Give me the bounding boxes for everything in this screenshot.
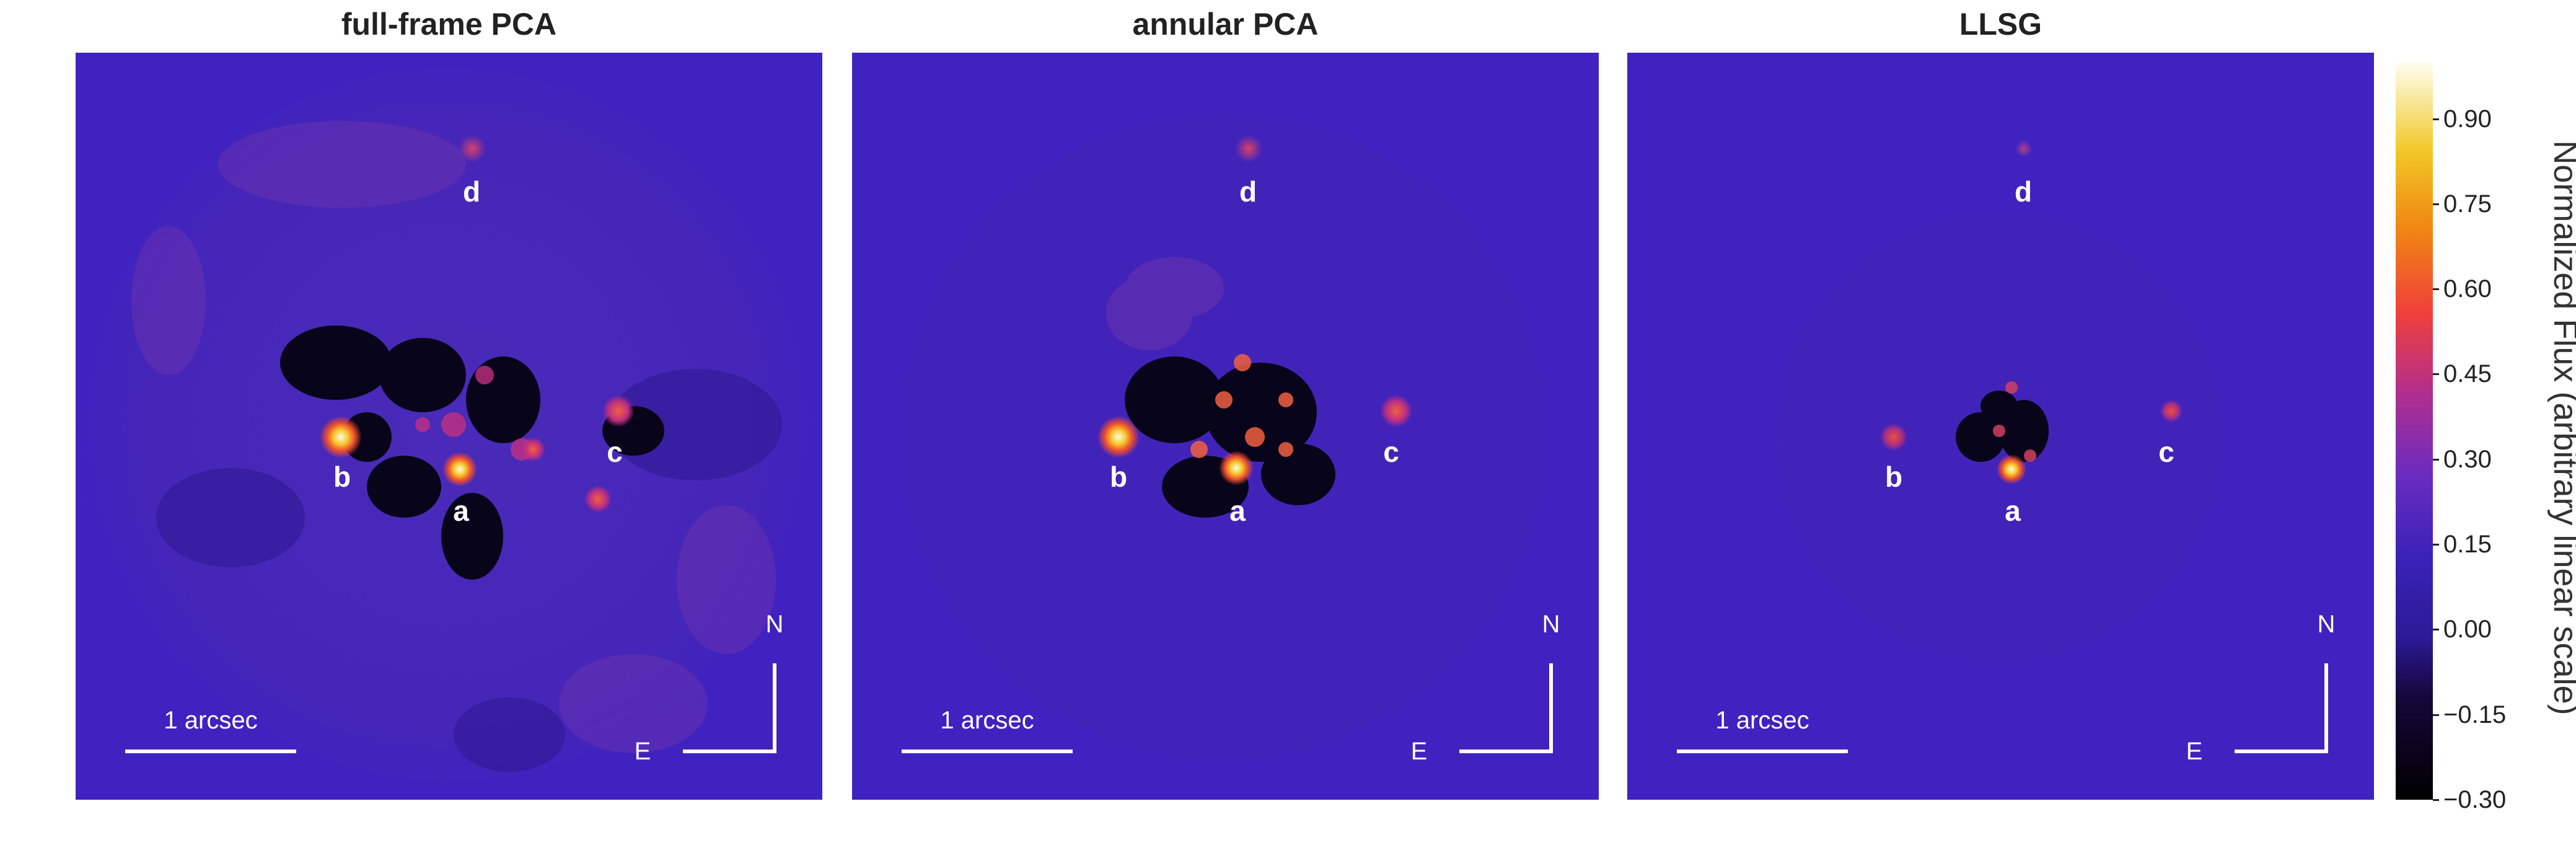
planet-d-blob bbox=[459, 135, 486, 162]
planet-c-blob bbox=[2160, 400, 2183, 422]
colorbar-tick-mark bbox=[2433, 629, 2439, 631]
image-full-frame-pca: d b c a 1 arcsec N E bbox=[76, 53, 822, 800]
image-llsg: d b c a 1 arcsec N E bbox=[1627, 53, 2374, 800]
label-b: b bbox=[1885, 461, 1902, 493]
panel-llsg: d b c a 1 arcsec N E bbox=[1627, 53, 2374, 800]
colorbar-tick-label: 0.90 bbox=[2443, 105, 2492, 133]
colorbar-tick-mark bbox=[2433, 288, 2439, 291]
colorbar-tick-label: 0.75 bbox=[2443, 190, 2492, 218]
colorbar-tick: 0.75 bbox=[2438, 190, 2492, 218]
colorbar-tick-label: −0.30 bbox=[2443, 786, 2507, 813]
planet-c-blob bbox=[1380, 395, 1412, 427]
planet-a-blob bbox=[1219, 451, 1254, 485]
colorbar-tick-mark bbox=[2433, 458, 2439, 461]
colorbar bbox=[2396, 62, 2433, 800]
label-a: a bbox=[2005, 495, 2021, 527]
colorbar-tick: 0.15 bbox=[2438, 531, 2492, 558]
panel-annular-pca: d b c a 1 arcsec N E bbox=[852, 53, 1599, 800]
panel-title-full-frame-pca: full-frame PCA bbox=[341, 7, 557, 42]
colorbar-tick-label: 0.45 bbox=[2443, 360, 2492, 388]
label-a: a bbox=[1229, 495, 1246, 527]
colorbar-tick-label: 0.60 bbox=[2443, 275, 2492, 303]
colorbar-tick-label: 0.00 bbox=[2443, 616, 2492, 644]
compass-north-label: N bbox=[2318, 611, 2336, 638]
compass-east-label: E bbox=[635, 738, 651, 765]
compass-north-label: N bbox=[1542, 611, 1560, 638]
colorbar-tick: 0.60 bbox=[2438, 275, 2492, 303]
label-c: c bbox=[1383, 436, 1399, 468]
scale-bar bbox=[1677, 750, 1848, 753]
label-c: c bbox=[607, 436, 623, 468]
planet-b-blob bbox=[320, 416, 362, 458]
scale-bar bbox=[125, 750, 296, 753]
planet-a-blob bbox=[442, 452, 477, 487]
scale-bar bbox=[902, 750, 1073, 753]
colorbar-tick-mark bbox=[2433, 203, 2439, 205]
planet-c-blob bbox=[602, 395, 635, 427]
colorbar-tick-label: 0.15 bbox=[2443, 531, 2492, 559]
panel-full-frame-pca: d b c a 1 arcsec N E bbox=[76, 53, 822, 800]
colorbar-tick: 0.90 bbox=[2438, 105, 2492, 133]
planet-d-blob bbox=[2015, 140, 2033, 157]
colorbar-tick-mark bbox=[2433, 544, 2439, 546]
panel-title-annular-pca: annular PCA bbox=[1132, 7, 1319, 42]
planet-a-blob bbox=[1997, 454, 2026, 484]
scale-bar-label: 1 arcsec bbox=[1715, 707, 1809, 734]
compass-north-label: N bbox=[766, 611, 784, 638]
label-d: d bbox=[463, 175, 480, 208]
colorbar-tick: 0.30 bbox=[2438, 446, 2492, 473]
colorbar-tick-mark bbox=[2433, 373, 2439, 376]
planet-b-blob bbox=[1880, 423, 1907, 451]
image-annular-pca: d b c a 1 arcsec N E bbox=[852, 53, 1599, 800]
compass-east-label: E bbox=[1411, 738, 1428, 765]
label-c: c bbox=[2158, 436, 2174, 468]
label-b: b bbox=[333, 461, 351, 493]
label-d: d bbox=[1239, 175, 1257, 208]
colorbar-tick: 0.00 bbox=[2438, 616, 2492, 643]
colorbar-tick-label: −0.15 bbox=[2443, 701, 2507, 728]
planet-d-blob bbox=[1235, 135, 1262, 162]
colorbar-tick-mark bbox=[2433, 118, 2439, 120]
compass-east-label: E bbox=[2186, 738, 2203, 765]
scale-bar-label: 1 arcsec bbox=[164, 707, 257, 734]
panel-title-llsg: LLSG bbox=[1959, 7, 2042, 42]
colorbar-tick-mark bbox=[2433, 714, 2439, 716]
label-b: b bbox=[1110, 461, 1127, 493]
colorbar-label: Normalized Flux (arbitrary linear scale) bbox=[2547, 140, 2576, 715]
compass-arrows bbox=[683, 663, 776, 753]
colorbar-tick-label: 0.30 bbox=[2443, 445, 2492, 473]
label-d: d bbox=[2015, 175, 2032, 208]
label-a: a bbox=[453, 495, 469, 527]
compass-arrows bbox=[2235, 663, 2328, 753]
scale-bar-label: 1 arcsec bbox=[940, 707, 1034, 734]
colorbar-tick-mark bbox=[2433, 799, 2439, 801]
compass-arrows bbox=[1459, 663, 1553, 753]
planet-b-blob bbox=[1097, 416, 1140, 458]
